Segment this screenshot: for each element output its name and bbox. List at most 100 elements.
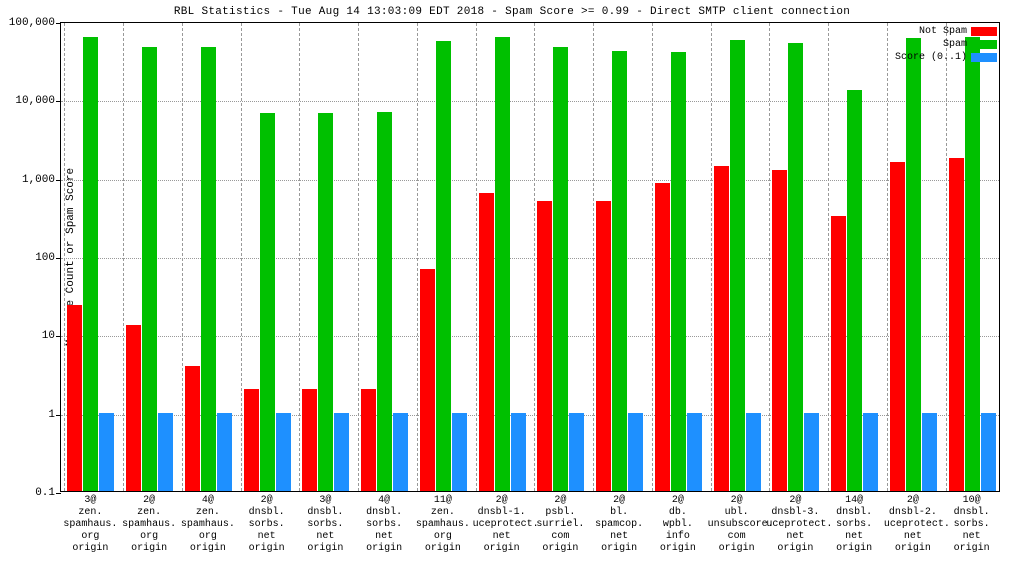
ytick-mark <box>56 336 61 337</box>
legend-entry-not-spam: Not Spam <box>895 25 997 38</box>
legend-swatch-score <box>971 53 997 62</box>
bar-spam-7[interactable] <box>495 37 510 491</box>
xtick-label-4: 3@ dnsbl. sorbs. net origin <box>296 491 354 555</box>
bar-spam-9[interactable] <box>612 51 627 491</box>
bar-not-spam-8[interactable] <box>537 201 552 491</box>
bar-spam-14[interactable] <box>906 38 921 491</box>
chart-legend: Not Spam Spam Score (0..1) <box>895 25 997 64</box>
bar-not-spam-14[interactable] <box>890 162 905 491</box>
bar-spam-3[interactable] <box>260 113 275 491</box>
bar-score-4[interactable] <box>334 413 349 491</box>
bar-not-spam-15[interactable] <box>949 158 964 491</box>
bar-group-14: 2@ dnsbl-2. uceprotect. net origin <box>884 23 942 491</box>
legend-swatch-spam <box>971 40 997 49</box>
bar-score-5[interactable] <box>393 413 408 491</box>
legend-swatch-not-spam <box>971 27 997 36</box>
bar-score-11[interactable] <box>746 413 761 491</box>
xtick-label-5: 4@ dnsbl. sorbs. net origin <box>355 491 413 555</box>
bar-group-4: 3@ dnsbl. sorbs. net origin <box>296 23 354 491</box>
ytick-mark <box>56 101 61 102</box>
bar-group-9: 2@ bl. spamcop. net origin <box>590 23 648 491</box>
ytick-label: 10,000 <box>5 95 55 107</box>
bar-not-spam-9[interactable] <box>596 201 611 491</box>
bar-score-2[interactable] <box>217 413 232 491</box>
xtick-label-9: 2@ bl. spamcop. net origin <box>590 491 648 555</box>
xtick-label-14: 2@ dnsbl-2. uceprotect. net origin <box>884 491 942 555</box>
bar-spam-10[interactable] <box>671 52 686 491</box>
ytick-label: 1 <box>5 409 55 421</box>
bar-spam-0[interactable] <box>83 37 98 491</box>
bar-spam-1[interactable] <box>142 47 157 491</box>
bar-score-0[interactable] <box>99 413 114 491</box>
bar-score-1[interactable] <box>158 413 173 491</box>
xtick-label-6: 11@ zen. spamhaus. org origin <box>414 491 472 555</box>
bar-score-7[interactable] <box>511 413 526 491</box>
legend-label-not-spam: Not Spam <box>919 25 967 38</box>
bar-spam-15[interactable] <box>965 37 980 491</box>
bar-spam-2[interactable] <box>201 47 216 491</box>
xtick-label-7: 2@ dnsbl-1. uceprotect. net origin <box>473 491 531 555</box>
bar-score-3[interactable] <box>276 413 291 491</box>
bar-group-5: 4@ dnsbl. sorbs. net origin <box>355 23 413 491</box>
bar-not-spam-10[interactable] <box>655 183 670 491</box>
bar-score-13[interactable] <box>863 413 878 491</box>
ytick-label: 1,000 <box>5 174 55 186</box>
bar-not-spam-0[interactable] <box>67 305 82 491</box>
xtick-label-10: 2@ db. wpbl. info origin <box>649 491 707 555</box>
xtick-label-11: 2@ ubl. unsubscore. com origin <box>708 491 766 555</box>
bar-group-8: 2@ psbl. surriel. com origin <box>531 23 589 491</box>
bar-not-spam-11[interactable] <box>714 166 729 491</box>
bar-spam-4[interactable] <box>318 113 333 491</box>
bar-group-1: 2@ zen. spamhaus. org origin <box>120 23 178 491</box>
bar-score-9[interactable] <box>628 413 643 491</box>
bar-score-8[interactable] <box>569 413 584 491</box>
ytick-mark <box>56 258 61 259</box>
bar-group-11: 2@ ubl. unsubscore. com origin <box>708 23 766 491</box>
bar-not-spam-4[interactable] <box>302 389 317 491</box>
chart-title: RBL Statistics - Tue Aug 14 13:03:09 EDT… <box>0 6 1024 18</box>
bar-group-0: 3@ zen. spamhaus. org origin <box>61 23 119 491</box>
bar-not-spam-6[interactable] <box>420 269 435 491</box>
bar-group-15: 10@ dnsbl. sorbs. net origin <box>943 23 1001 491</box>
bar-not-spam-5[interactable] <box>361 389 376 491</box>
bar-not-spam-13[interactable] <box>831 216 846 491</box>
ytick-mark <box>56 415 61 416</box>
bar-score-12[interactable] <box>804 413 819 491</box>
xtick-label-1: 2@ zen. spamhaus. org origin <box>120 491 178 555</box>
bar-score-6[interactable] <box>452 413 467 491</box>
xtick-label-12: 2@ dnsbl-3. uceprotect. net origin <box>766 491 824 555</box>
bar-not-spam-2[interactable] <box>185 366 200 491</box>
bar-spam-13[interactable] <box>847 90 862 491</box>
ytick-label: 0.1 <box>5 487 55 499</box>
bar-not-spam-1[interactable] <box>126 325 141 491</box>
bar-spam-12[interactable] <box>788 43 803 491</box>
bar-spam-11[interactable] <box>730 40 745 491</box>
plot-area: Message Count or Spam Score 0.1 1 10 100 1,0… <box>60 22 1000 492</box>
bar-group-2: 4@ zen. spamhaus. org origin <box>179 23 237 491</box>
xtick-label-3: 2@ dnsbl. sorbs. net origin <box>238 491 296 555</box>
ytick-mark <box>56 493 61 494</box>
xtick-label-13: 14@ dnsbl. sorbs. net origin <box>825 491 883 555</box>
legend-label-score: Score (0..1) <box>895 51 967 64</box>
bar-group-3: 2@ dnsbl. sorbs. net origin <box>238 23 296 491</box>
bar-spam-8[interactable] <box>553 47 568 491</box>
ytick-mark <box>56 180 61 181</box>
bar-group-7: 2@ dnsbl-1. uceprotect. net origin <box>473 23 531 491</box>
bar-not-spam-3[interactable] <box>244 389 259 491</box>
xtick-label-15: 10@ dnsbl. sorbs. net origin <box>943 491 1001 555</box>
bar-not-spam-7[interactable] <box>479 193 494 491</box>
bar-not-spam-12[interactable] <box>772 170 787 491</box>
xtick-label-0: 3@ zen. spamhaus. org origin <box>61 491 119 555</box>
bar-group-10: 2@ db. wpbl. info origin <box>649 23 707 491</box>
bar-score-14[interactable] <box>922 413 937 491</box>
bar-group-13: 14@ dnsbl. sorbs. net origin <box>825 23 883 491</box>
bar-score-10[interactable] <box>687 413 702 491</box>
ytick-mark <box>56 23 61 24</box>
ytick-label: 100 <box>5 252 55 264</box>
ytick-label: 100,000 <box>5 17 55 29</box>
bar-group-12: 2@ dnsbl-3. uceprotect. net origin <box>766 23 824 491</box>
bar-score-15[interactable] <box>981 413 996 491</box>
bar-spam-6[interactable] <box>436 41 451 491</box>
ytick-label: 10 <box>5 330 55 342</box>
bar-spam-5[interactable] <box>377 112 392 491</box>
